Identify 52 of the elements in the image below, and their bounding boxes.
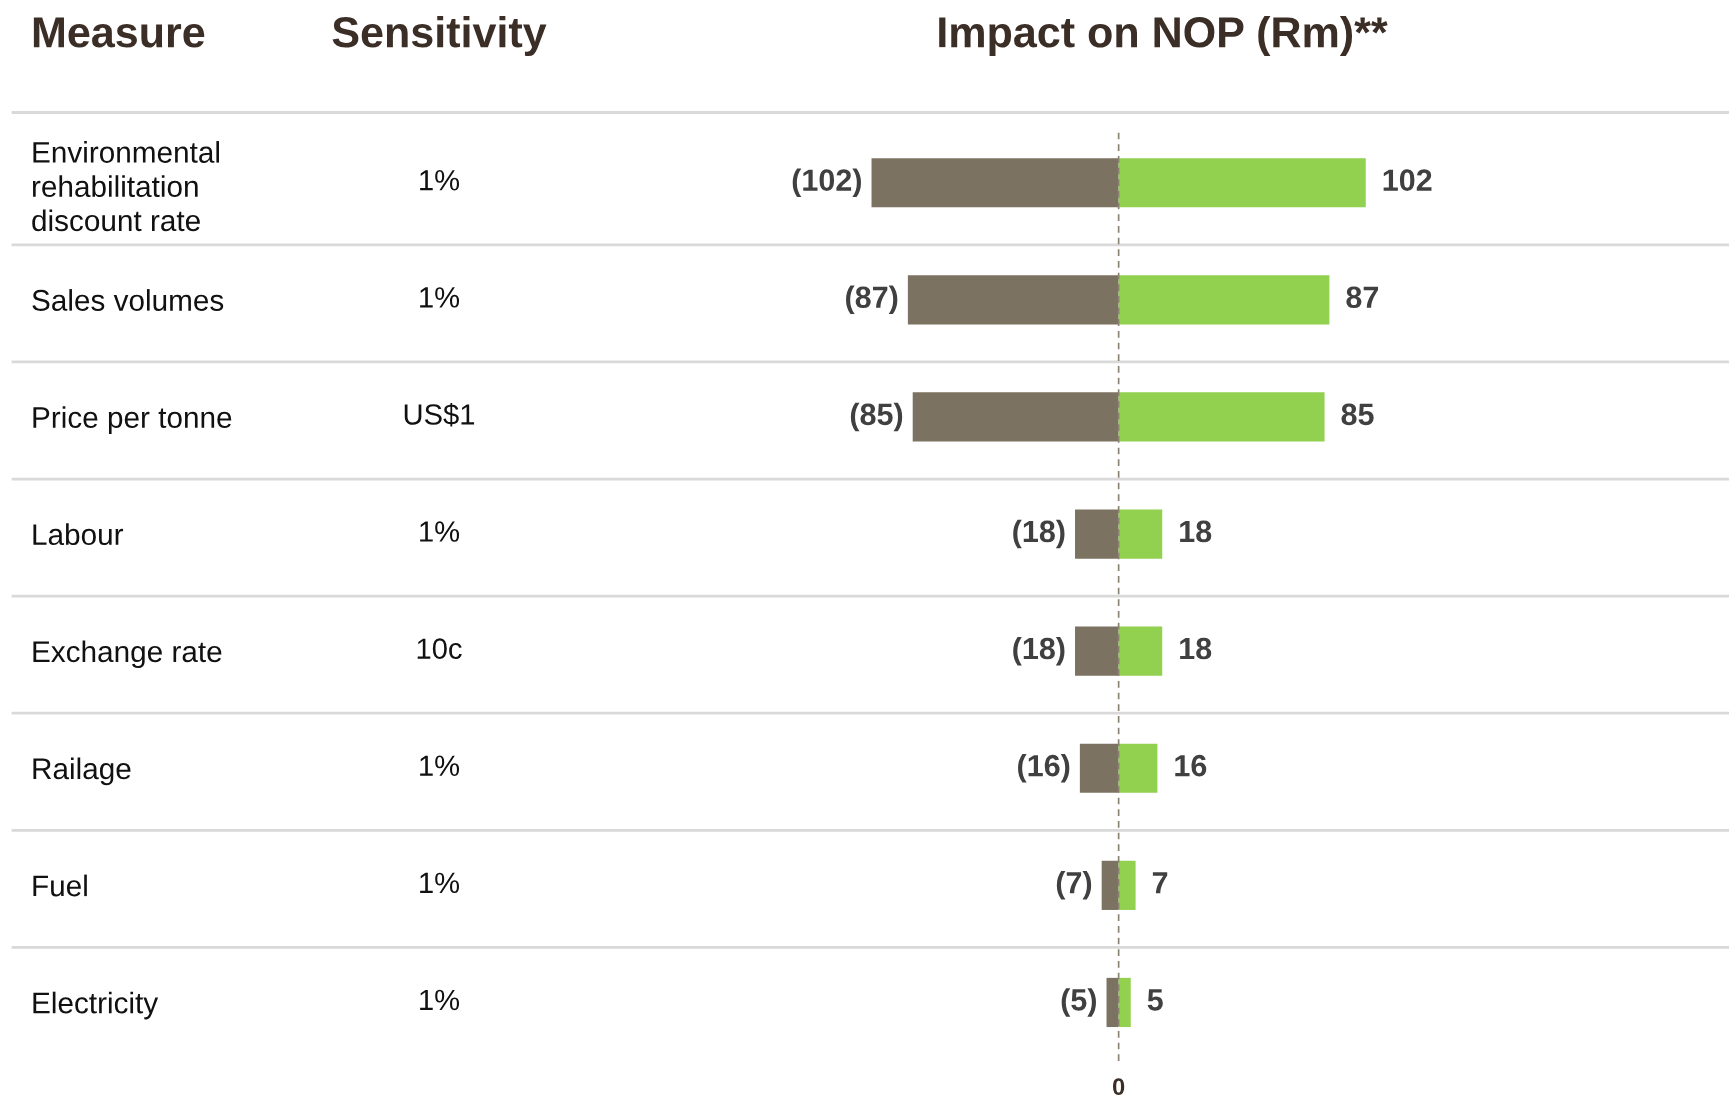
chart-title: Impact on NOP (Rm)** <box>939 15 1388 57</box>
y2-tick-label: 1% <box>420 521 460 542</box>
bar <box>1118 860 1136 910</box>
data-label: 18 <box>1180 637 1212 660</box>
bar <box>1118 509 1163 559</box>
y-tick-label: Environmental rehabilitation discount rate <box>32 141 219 232</box>
y-tick-label: Labour <box>33 523 124 546</box>
bar <box>1106 977 1119 1028</box>
data-label: (16) <box>1018 754 1070 783</box>
y2-tick-label: 1% <box>420 287 460 308</box>
y2-tick-label: 1% <box>420 755 460 776</box>
bar <box>1079 743 1119 793</box>
y2-tick-label: US$1 <box>404 402 475 427</box>
bar <box>1118 743 1158 793</box>
y-tick-label: Price per tonne <box>33 406 232 434</box>
bar <box>1118 626 1163 676</box>
data-label: 85 <box>1341 403 1374 426</box>
y2-tick-label: 1% <box>420 989 460 1011</box>
y2-tick-label: 1% <box>420 872 460 894</box>
bar <box>1118 392 1325 442</box>
data-label: (7) <box>1056 871 1092 900</box>
data-label: 7 <box>1152 872 1168 894</box>
data-label: (85) <box>850 402 903 432</box>
bar <box>871 158 1119 208</box>
bar <box>1101 860 1119 910</box>
y-tick-label: Fuel <box>33 874 87 897</box>
y2-tick-label: 1% <box>420 170 460 191</box>
data-label: (18) <box>1013 636 1065 666</box>
y-tick-label: Sales volumes <box>32 289 224 311</box>
y2-tick-label: 10c <box>417 638 462 659</box>
bar <box>1118 977 1131 1028</box>
y2-axis-title: Sensitivity <box>332 15 547 57</box>
ref-line-label: 0 <box>1113 1078 1125 1096</box>
y-tick-label: Railage <box>33 757 131 786</box>
data-label: (5) <box>1061 988 1096 1017</box>
data-label: 18 <box>1180 520 1212 543</box>
data-label: 87 <box>1346 286 1379 309</box>
data-label: 102 <box>1383 169 1432 191</box>
data-label: (18) <box>1013 519 1065 549</box>
y-axis-title: Measure <box>33 17 205 48</box>
bar <box>1118 158 1366 208</box>
data-label: 5 <box>1147 989 1163 1011</box>
y-tick-label: Exchange rate <box>33 640 222 669</box>
data-label: (102) <box>792 168 861 197</box>
bar <box>912 392 1119 442</box>
bar <box>1075 509 1119 559</box>
bar <box>1118 275 1330 325</box>
data-label: 16 <box>1175 754 1207 777</box>
bar <box>907 275 1119 325</box>
data-label: (87) <box>846 285 898 315</box>
bar <box>1075 626 1119 676</box>
y-tick-label: Electricity <box>33 991 159 1020</box>
